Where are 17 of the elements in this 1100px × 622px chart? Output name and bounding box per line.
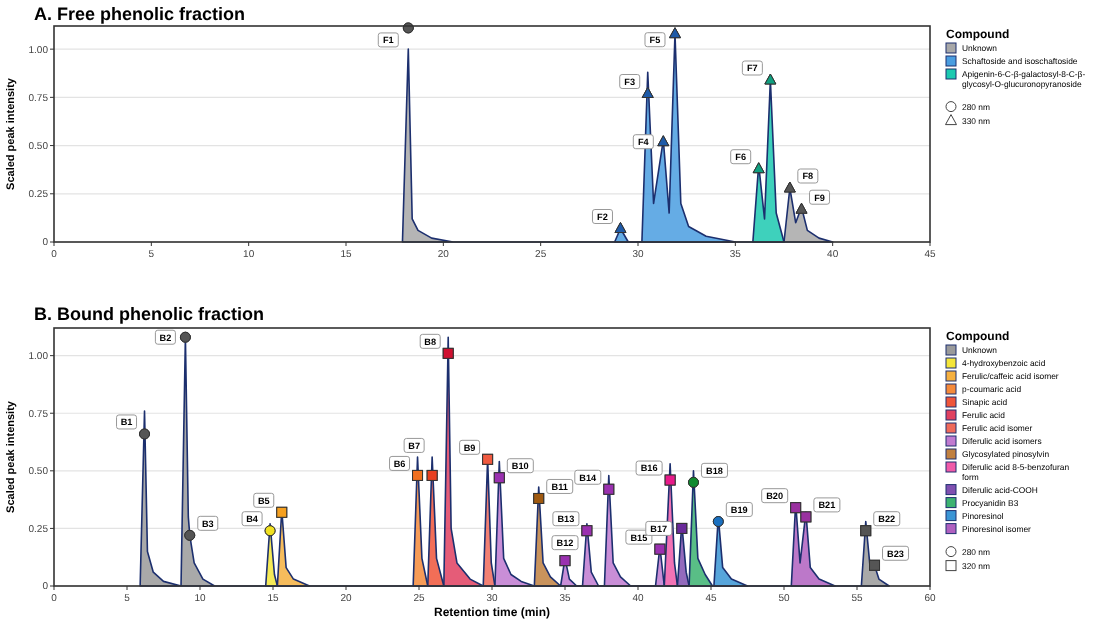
point (426, 469, 438, 481)
chart-title: B. Bound phenolic fraction (34, 304, 264, 324)
point (412, 469, 424, 481)
point (603, 483, 615, 495)
point (790, 502, 802, 514)
chart-title: A. Free phenolic fraction (34, 4, 246, 24)
point (676, 522, 688, 534)
point (264, 525, 276, 537)
point (800, 511, 812, 523)
point (442, 347, 454, 359)
point (641, 87, 654, 98)
point (493, 472, 505, 484)
point (712, 516, 724, 527)
point (533, 492, 545, 504)
point (581, 525, 593, 537)
point (687, 476, 699, 488)
point (664, 474, 676, 486)
